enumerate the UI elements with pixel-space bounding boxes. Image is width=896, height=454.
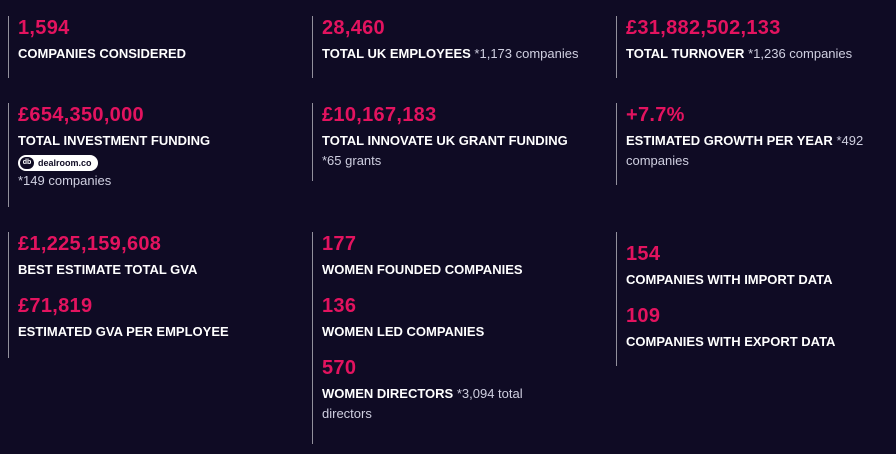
stat-value: 1,594 <box>18 17 70 39</box>
stat-value-total-gva: £1,225,159,608 <box>18 233 162 255</box>
stat-label: TOTAL INNOVATE UK GRANT FUNDING <box>322 133 568 148</box>
stat-label-total-gva: BEST ESTIMATE TOTAL GVA <box>18 262 198 277</box>
stat-note: *149 companies <box>18 173 112 188</box>
stat-value: 28,460 <box>322 17 385 39</box>
dealroom-logo-icon: db <box>20 157 34 169</box>
stat-value-export: 109 <box>626 305 661 327</box>
stat-label-import: COMPANIES WITH IMPORT DATA <box>626 272 833 287</box>
dealroom-badge[interactable]: db dealroom.co <box>18 155 98 171</box>
stat-value: £10,167,183 <box>322 104 437 126</box>
stat-note: *65 grants <box>322 153 382 168</box>
stat-value-women-founded: 177 <box>322 233 357 255</box>
stat-label-women-directors: WOMEN DIRECTORS <box>322 386 454 401</box>
stat-gva-group: £1,225,159,608 BEST ESTIMATE TOTAL GVA £… <box>8 232 298 358</box>
stat-innovate-uk-grant-funding: £10,167,183 TOTAL INNOVATE UK GRANT FUND… <box>312 103 607 181</box>
stat-value-women-led: 136 <box>322 295 357 317</box>
stat-note: *3,094 total directors <box>322 386 523 421</box>
stat-label: TOTAL TURNOVER <box>626 46 745 61</box>
stat-note: *1,236 companies <box>748 46 853 61</box>
stat-women-group: 177 WOMEN FOUNDED COMPANIES 136 WOMEN LE… <box>312 232 607 444</box>
stat-value: +7.7% <box>626 104 685 126</box>
stat-trade-group: 154 COMPANIES WITH IMPORT DATA 109 COMPA… <box>616 232 896 366</box>
dealroom-badge-text: dealroom.co <box>38 158 92 168</box>
stat-value: £31,882,502,133 <box>626 17 781 39</box>
stat-value-import: 154 <box>626 243 661 265</box>
stat-note: *1,173 companies <box>474 46 579 61</box>
stat-label: TOTAL INVESTMENT FUNDING <box>18 133 211 148</box>
stat-label-women-led: WOMEN LED COMPANIES <box>322 324 485 339</box>
stat-value-gva-per-employee: £71,819 <box>18 295 93 317</box>
stat-label-women-founded: WOMEN FOUNDED COMPANIES <box>322 262 523 277</box>
stat-total-turnover: £31,882,502,133 TOTAL TURNOVER *1,236 co… <box>616 16 896 78</box>
stat-value-women-directors: 570 <box>322 357 357 379</box>
stat-label: ESTIMATED GROWTH PER YEAR <box>626 133 833 148</box>
stat-total-investment-funding: £654,350,000 TOTAL INVESTMENT FUNDING db… <box>8 103 298 207</box>
stat-estimated-growth: +7.7% ESTIMATED GROWTH PER YEAR *492 com… <box>616 103 891 185</box>
stat-label: COMPANIES CONSIDERED <box>18 46 187 61</box>
stat-companies-considered: 1,594 COMPANIES CONSIDERED <box>8 16 298 78</box>
stat-label-gva-per-employee: ESTIMATED GVA PER EMPLOYEE <box>18 324 229 339</box>
stat-value: £654,350,000 <box>18 104 144 126</box>
stat-label-export: COMPANIES WITH EXPORT DATA <box>626 334 836 349</box>
stat-label: TOTAL UK EMPLOYEES <box>322 46 471 61</box>
stat-total-uk-employees: 28,460 TOTAL UK EMPLOYEES *1,173 compani… <box>312 16 607 78</box>
stat-note: *492 companies <box>626 133 864 168</box>
